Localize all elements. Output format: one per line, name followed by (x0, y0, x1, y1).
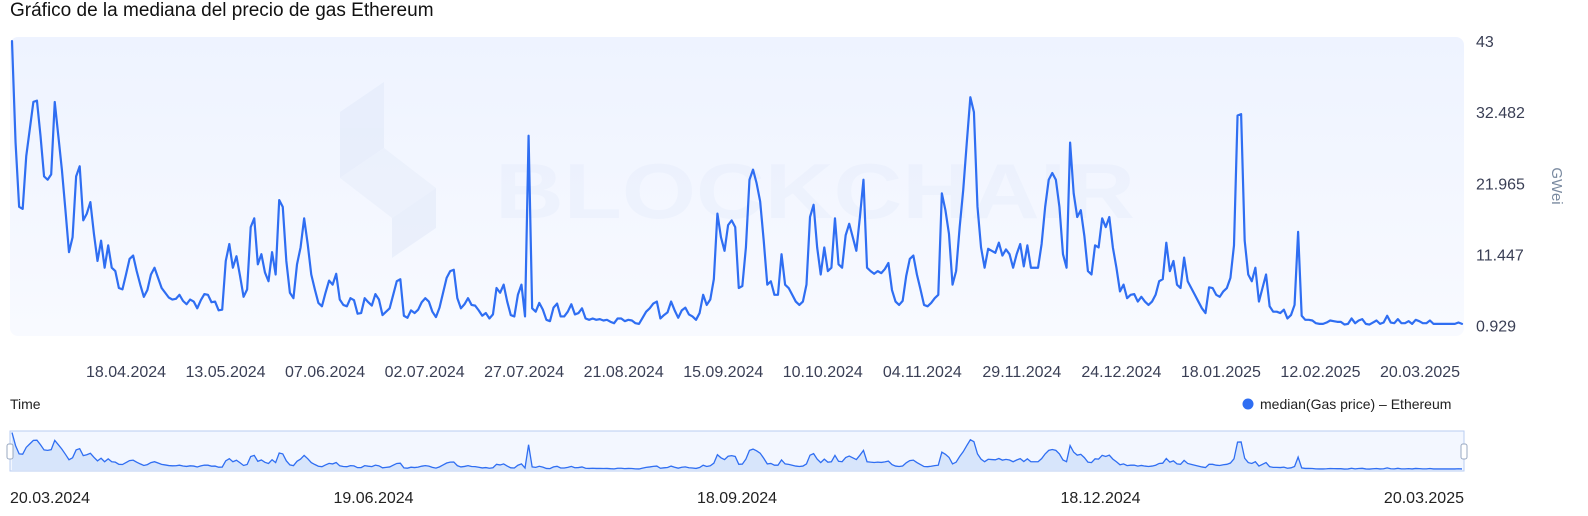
x-tick-label: 07.06.2024 (285, 364, 365, 381)
y-tick-label: 11.447 (1476, 248, 1524, 265)
x-tick-label: 27.07.2024 (484, 364, 564, 381)
navigator-tick-label: 20.03.2024 (10, 490, 90, 507)
legend-series-label[interactable]: median(Gas price) – Ethereum (1260, 396, 1451, 412)
navigator-tick-label: 19.06.2024 (333, 490, 413, 507)
x-axis-title: Time (10, 396, 41, 412)
navigator-tick-label: 18.12.2024 (1060, 490, 1140, 507)
y-tick-label: 21.965 (1476, 176, 1525, 193)
x-tick-label: 20.03.2025 (1380, 364, 1460, 381)
navigator-tick-label: 20.03.2025 (1384, 490, 1464, 507)
series-line[interactable] (10, 39, 1464, 326)
navigator-area (12, 432, 1462, 470)
x-tick-label: 10.10.2024 (783, 364, 863, 381)
navigator-handle-left[interactable] (6, 443, 14, 460)
legend-marker-icon[interactable] (1242, 398, 1254, 410)
x-tick-label: 18.01.2025 (1181, 364, 1261, 381)
watermark-logo-icon (340, 82, 384, 178)
navigator[interactable]: 20.03.2024 19.06.2024 18.09.2024 18.12.2024… (10, 432, 1464, 507)
plot-area (10, 37, 1464, 336)
x-tick-label: 02.07.2024 (385, 364, 465, 381)
x-tick-label: 18.04.2024 (86, 364, 166, 381)
y-tick-label: 0.929 (1476, 319, 1516, 336)
y-axis-title: GWei (1548, 167, 1565, 204)
x-tick-label: 04.11.2024 (883, 364, 962, 381)
x-tick-label: 21.08.2024 (584, 364, 664, 381)
navigator-tick-label: 18.09.2024 (697, 490, 777, 507)
navigator-line (11, 432, 1463, 470)
main-chart: 43 32.482 21.965 11.447 0.929 18.04.2024 13.05… (10, 34, 1525, 381)
x-tick-label: 13.05.2024 (185, 364, 265, 381)
x-tick-label: 24.12.2024 (1081, 364, 1161, 381)
x-tick-label: 12.02.2025 (1280, 364, 1360, 381)
y-tick-label: 43 (1476, 34, 1494, 51)
chart-title: Gráfico de la mediana del precio de gas … (10, 0, 434, 21)
x-tick-label: 15.09.2024 (683, 364, 763, 381)
y-tick-label: 32.482 (1476, 105, 1525, 122)
navigator-handle-right[interactable] (1460, 443, 1468, 460)
x-tick-label: 29.11.2024 (982, 364, 1061, 381)
